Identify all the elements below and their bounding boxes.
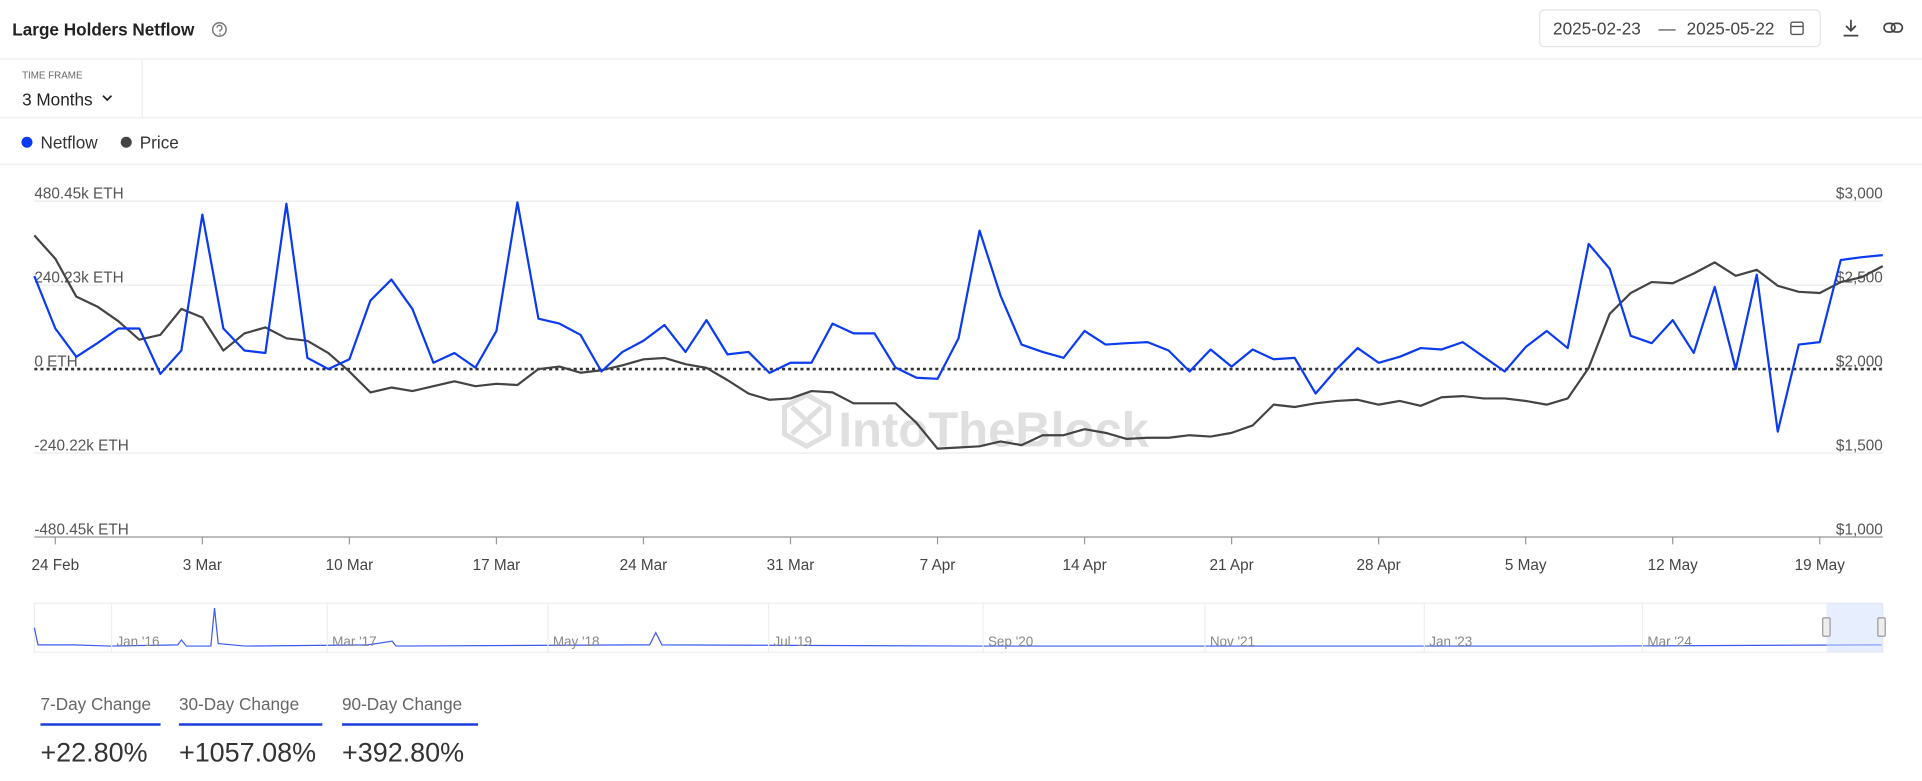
download-icon[interactable] [1843,19,1859,37]
plot: 480.45k ETH 240.23k ETH 0 ETH -240.22k ETH -… [31,186,1884,574]
stat-value: +1057.08% [179,737,316,767]
y-tick-label: 0 ETH [34,354,77,371]
time-frame-label: TIME FRAME [22,71,83,82]
date-end: 2025-05-22 [1687,18,1775,38]
legend-swatch [21,136,33,148]
stats: 7-Day Change +22.80% 30-Day Change +1057.08… [40,694,479,767]
calendar-icon[interactable] [1790,21,1804,36]
x-tick-label: 21 Apr [1209,557,1253,574]
stat-label[interactable]: 7-Day Change [40,694,151,714]
watermark: IntoTheBlock [782,391,1150,457]
navigator-label: Jan '16 [116,634,159,649]
title: Large Holders Netflow [12,20,195,40]
legend-swatch [120,136,132,148]
navigator-label: Nov '21 [1210,634,1255,649]
legend: Netflow Price [21,132,179,152]
date-separator: — [1658,18,1676,38]
x-tick-label: 28 Apr [1357,557,1401,574]
x-tick-label: 17 Mar [473,557,521,574]
y-tick-label: -240.22k ETH [34,438,128,455]
dropdown-caret [102,95,113,102]
x-tick-label: 31 Mar [767,557,815,574]
x-tick-label: 10 Mar [326,557,374,574]
x-tick-label: 14 Apr [1062,557,1106,574]
y2-tick-label: $3,000 [1836,186,1883,203]
help-icon[interactable] [211,22,227,37]
x-tick-label: 5 May [1505,557,1547,574]
legend-label[interactable]: Price [140,132,179,152]
date-range[interactable] [1538,9,1821,48]
series-line [33,234,1884,450]
date-start: 2025-02-23 [1553,18,1641,38]
x-tick-label: 24 Feb [31,557,79,574]
navigator-label: Sep '20 [988,634,1033,649]
x-tick-label: 3 Mar [183,557,222,574]
stat-label[interactable]: 30-Day Change [179,694,299,714]
stat-value: +22.80% [40,737,147,767]
x-tick-label: 19 May [1795,557,1846,574]
navigator-handle[interactable] [1822,617,1831,637]
link-icon[interactable] [1883,22,1904,33]
navigator[interactable] [33,602,1884,653]
y-tick-label: -480.45k ETH [34,522,128,539]
y2-tick-label: $1,000 [1836,522,1883,539]
x-tick-label: 24 Mar [620,557,668,574]
y2-tick-label: $2,000 [1836,354,1883,371]
navigator-label: Mar '17 [332,634,376,649]
navigator-label: Mar '24 [1647,634,1692,649]
stat-value: +392.80% [342,737,464,767]
watermark-text: IntoTheBlock [838,403,1149,457]
x-tick-label: 7 Apr [920,557,956,574]
navigator-labels: Jan '16 Mar '17 May '18 Jul '19 Sep '20 Nov '… [110,603,1692,653]
y-tick-label: 240.23k ETH [34,270,123,287]
time-frame-select[interactable]: 3 Months [22,90,93,110]
navigator-label: May '18 [553,634,600,649]
y-tick-label: 480.45k ETH [34,186,123,203]
y2-tick-label: $1,500 [1836,438,1883,455]
x-tick-label: 12 May [1648,557,1699,574]
legend-label[interactable]: Netflow [40,132,98,152]
navigator-label: Jul '19 [773,634,812,649]
navigator-handle[interactable] [1877,617,1886,637]
navigator-selection[interactable] [1826,603,1883,653]
navigator-line [33,608,1882,647]
series-line [33,201,1883,433]
stat-label[interactable]: 90-Day Change [342,694,462,714]
navigator-label: Jan '23 [1429,634,1472,649]
